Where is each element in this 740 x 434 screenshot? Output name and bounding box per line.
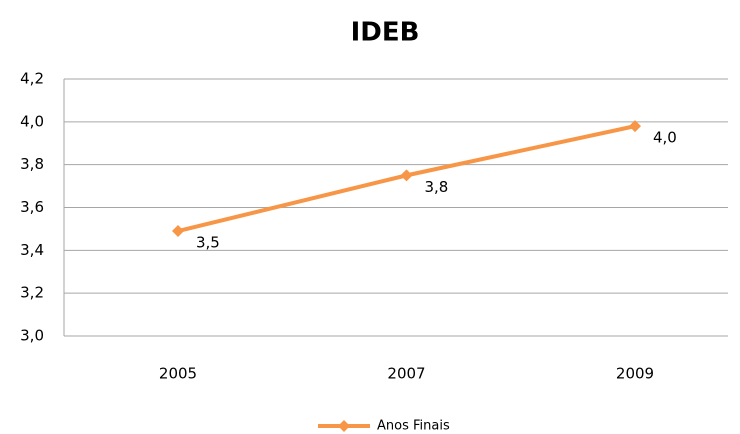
y-tick-label: 4,2: [20, 70, 44, 88]
data-label: 3,5: [196, 234, 220, 252]
y-tick-label: 3,4: [20, 241, 44, 259]
chart-title: IDEB: [351, 18, 420, 48]
data-label: 3,8: [425, 178, 449, 196]
legend-marker: [338, 420, 350, 432]
legend-label: Anos Finais: [377, 419, 450, 434]
marker: [629, 120, 641, 133]
x-tick-label: 2007: [387, 365, 425, 383]
y-tick-label: 3,0: [20, 327, 44, 345]
x-tick-label: 2009: [616, 365, 654, 383]
marker: [172, 225, 184, 238]
y-tick-label: 3,6: [20, 198, 44, 216]
marker: [400, 169, 413, 182]
data-label: 4,0: [653, 129, 677, 147]
x-tick-label: 2005: [159, 365, 197, 383]
y-tick-label: 3,2: [20, 284, 44, 302]
y-tick-label: 3,8: [20, 155, 44, 173]
y-tick-label: 4,0: [20, 112, 44, 130]
